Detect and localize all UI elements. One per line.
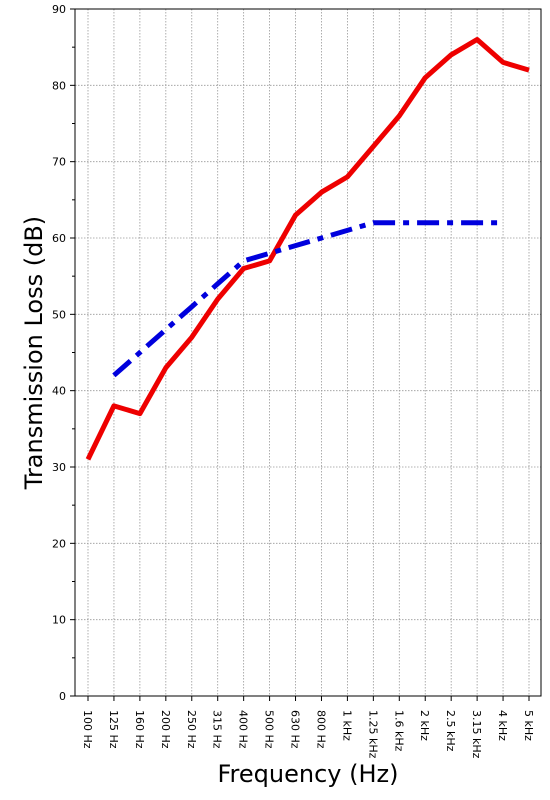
x-tick-label: 500 Hz (263, 710, 276, 749)
x-tick-label: 2 kHz (418, 710, 431, 741)
x-tick-label: 100 Hz (81, 710, 94, 749)
y-tick-label: 70 (52, 156, 66, 169)
x-tick-label: 630 Hz (289, 710, 302, 749)
plot-frame (74, 8, 542, 697)
x-axis-label: Frequency (Hz) (218, 760, 399, 788)
x-tick-label: 125 Hz (107, 710, 120, 749)
x-tick-label: 250 Hz (185, 710, 198, 749)
series-line-1 (85, 37, 530, 461)
x-tick-label: 400 Hz (237, 710, 250, 749)
y-axis-label: Transmission Loss (dB) (20, 216, 48, 490)
series-layer (85, 37, 530, 461)
y-tick-label: 50 (52, 308, 66, 321)
x-tick-label: 1.6 kHz (392, 710, 405, 752)
x-tick-label: 3.15 kHz (470, 710, 483, 759)
x-tick-label: 1.25 kHz (366, 710, 379, 759)
y-tick-label: 60 (52, 232, 66, 245)
y-tick-label: 20 (52, 537, 66, 550)
x-tick-label: 5 kHz (522, 710, 535, 741)
x-tick-label: 2.5 kHz (444, 710, 457, 752)
y-tick-label: 80 (52, 79, 66, 92)
y-tick-label: 0 (59, 690, 66, 703)
x-tick-label: 4 kHz (496, 710, 509, 741)
x-tick-label: 200 Hz (159, 710, 172, 749)
axis-ticks: 0 10 20 30 40 50 60 70 80 90 100 Hz 125 Hz 160 Hz 200… (52, 3, 535, 759)
x-tick-label: 160 Hz (133, 710, 146, 749)
y-tick-label: 30 (52, 461, 66, 474)
x-tick-label: 1 kHz (340, 710, 353, 741)
x-tick-label: 315 Hz (211, 710, 224, 749)
y-tick-label: 90 (52, 3, 66, 16)
series-line-2 (112, 220, 504, 378)
grid (75, 9, 541, 696)
x-tick-label: 800 Hz (314, 710, 327, 749)
y-tick-label: 10 (52, 614, 66, 627)
y-tick-label: 40 (52, 385, 66, 398)
